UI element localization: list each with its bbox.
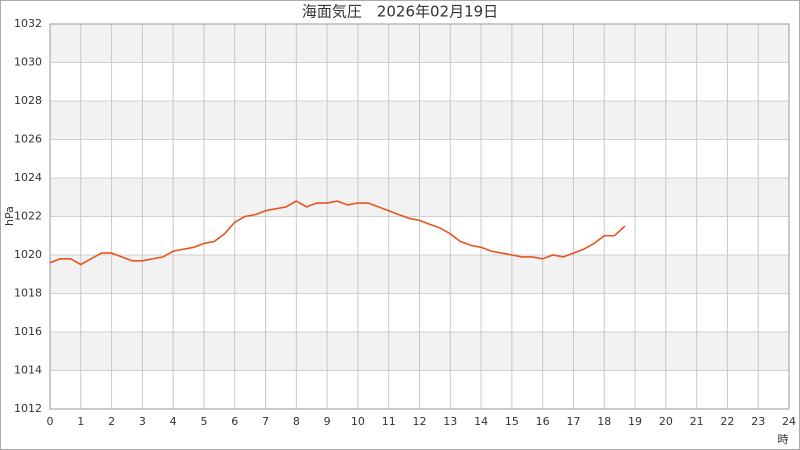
x-tick-label: 12 [413,415,427,428]
x-tick-label: 18 [597,415,611,428]
y-tick-label: 1016 [14,325,42,338]
y-tick-label: 1024 [14,171,42,184]
y-axis-label: hPa [3,206,16,226]
y-tick-label: 1028 [14,94,42,107]
data-line [49,200,626,266]
x-tick-label: 4 [170,415,177,428]
y-tick-label: 1014 [14,364,42,377]
x-tick-label: 14 [474,415,488,428]
x-tick-label: 21 [690,415,704,428]
x-tick-label: 10 [351,415,365,428]
x-tick-label: 9 [324,415,331,428]
x-tick-label: 20 [659,415,673,428]
y-tick-label: 1026 [14,133,42,146]
x-tick-label: 15 [505,415,519,428]
x-tick-label: 3 [139,415,146,428]
x-tick-label: 7 [262,415,269,428]
x-tick-label: 22 [720,415,734,428]
x-tick-label: 17 [566,415,580,428]
x-tick-label: 2 [108,415,115,428]
y-tick-label: 1030 [14,56,42,69]
x-tick-label: 8 [293,415,300,428]
x-tick-label: 5 [200,415,207,428]
x-tick-label: 11 [382,415,396,428]
x-tick-label: 24 [782,415,796,428]
x-tick-label: 23 [751,415,765,428]
x-tick-label: 13 [443,415,457,428]
y-tick-label: 1012 [14,402,42,415]
plot-border [49,23,790,410]
y-tick-label: 1020 [14,248,42,261]
x-tick-label: 19 [628,415,642,428]
chart-title: 海面気圧 2026年02月19日 [302,3,498,21]
y-tick-label: 1022 [14,210,42,223]
y-tick-label: 1032 [14,17,42,30]
x-tick-label: 16 [536,415,550,428]
x-tick-label: 1 [77,415,84,428]
x-axis-label: 時 [778,433,789,446]
x-tick-label: 0 [47,415,54,428]
x-tick-label: 6 [231,415,238,428]
y-tick-label: 1018 [14,287,42,300]
